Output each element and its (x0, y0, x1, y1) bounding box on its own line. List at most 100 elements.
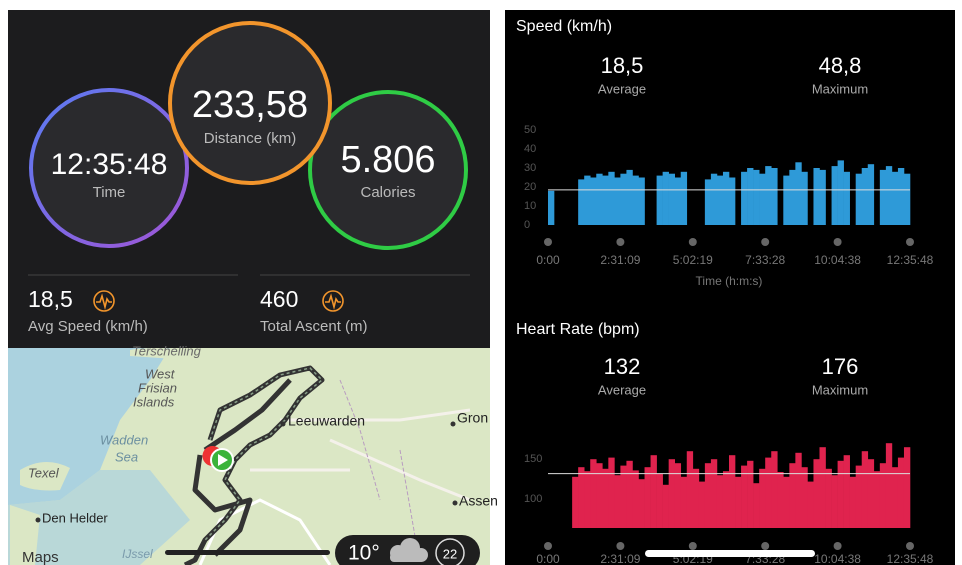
bar (602, 175, 609, 225)
bar (710, 459, 718, 528)
bar (584, 471, 591, 528)
y-tick-label: 20 (524, 181, 536, 193)
stat-value: 18,5 (28, 286, 73, 312)
map[interactable] (8, 348, 490, 565)
bar (891, 467, 899, 528)
maximum-value: 48,8 (819, 53, 862, 78)
bar (638, 177, 645, 225)
average-label: Average (598, 81, 646, 96)
bar (825, 468, 832, 528)
bar (584, 175, 591, 225)
bar (789, 463, 796, 528)
map-label: Leeuwarden (288, 413, 365, 429)
bar (590, 459, 597, 528)
badge: 22 (443, 546, 457, 561)
time-value: 12:35:48 (51, 148, 168, 181)
bar (729, 455, 736, 528)
chart-title: Speed (km/h) (516, 18, 612, 35)
stat-label: Avg Speed (km/h) (28, 318, 148, 335)
bar (710, 173, 718, 225)
bar (656, 175, 663, 225)
map-labels: Terschelling West Frisian Islands Wadden… (22, 343, 498, 565)
x-tick-label: 0:00 (536, 552, 560, 565)
bar (578, 179, 585, 225)
x-tick-dot (688, 542, 697, 550)
bar (831, 475, 838, 528)
x-tick-dot (688, 238, 697, 246)
maximum-label: Maximum (812, 81, 868, 96)
map-label: Texel (28, 465, 60, 480)
bar (729, 177, 736, 225)
bar (596, 463, 603, 528)
x-tick-dot (906, 542, 914, 550)
average-label: Average (598, 382, 646, 397)
bar (753, 169, 760, 225)
bar (644, 467, 651, 528)
bar (662, 484, 669, 528)
bar (747, 460, 754, 528)
chart-title: Heart Rate (bpm) (516, 321, 640, 338)
bar (885, 166, 893, 225)
time-ring[interactable] (29, 88, 189, 248)
x-tick-label: 10:04:38 (814, 253, 861, 267)
map-label: Islands (133, 394, 175, 409)
x-tick-dot (906, 238, 914, 246)
bar (795, 452, 802, 528)
x-tick-dot (833, 542, 842, 550)
bar (831, 166, 838, 225)
bar (668, 459, 675, 528)
map-brand: Maps (22, 549, 59, 565)
map-label: Terschelling (132, 343, 202, 358)
y-tick-label: 0 (524, 219, 530, 231)
bar (891, 171, 899, 225)
bar (716, 475, 724, 528)
bar (590, 177, 597, 225)
bar (807, 481, 814, 528)
bar (873, 471, 881, 528)
maximum-value: 176 (822, 354, 859, 379)
y-tick-label: 100 (524, 493, 542, 505)
y-tick-label: 150 (524, 453, 542, 465)
map-label: Sea (115, 449, 138, 464)
bar (837, 160, 844, 225)
bar (608, 171, 615, 225)
badge-ring (435, 538, 465, 565)
y-tick-label: 50 (524, 124, 536, 136)
bar (704, 463, 712, 528)
trend-icon[interactable] (322, 290, 344, 312)
calories-label: Calories (360, 184, 415, 201)
bar (879, 169, 887, 225)
time-label: Time (93, 184, 126, 201)
trend-icon[interactable] (93, 290, 115, 312)
x-tick-label: 0:00 (536, 253, 560, 267)
bar (626, 460, 633, 528)
bar (783, 476, 790, 528)
calories-ring[interactable] (308, 90, 468, 250)
bar (819, 447, 826, 528)
bar (855, 173, 863, 225)
distance-label: Distance (km) (204, 130, 297, 147)
distance-ring[interactable] (168, 21, 332, 185)
bar (813, 459, 820, 528)
bar (692, 468, 700, 528)
x-tick-label: 12:35:48 (887, 552, 934, 565)
bar (765, 166, 772, 225)
bar (548, 190, 555, 225)
bar (572, 476, 579, 528)
home-indicator (645, 550, 815, 557)
bar (638, 479, 645, 528)
bar (753, 483, 760, 528)
bar (686, 451, 694, 528)
bar (668, 173, 675, 225)
y-tick-label: 30 (524, 162, 536, 174)
x-tick-label: 12:35:48 (887, 253, 934, 267)
bar (704, 179, 712, 225)
x-tick-dot (616, 238, 625, 246)
bar (771, 168, 778, 225)
bar (722, 471, 730, 528)
bar (722, 171, 730, 225)
x-tick-dot (833, 238, 842, 246)
bar (596, 173, 603, 225)
bar (777, 472, 784, 528)
